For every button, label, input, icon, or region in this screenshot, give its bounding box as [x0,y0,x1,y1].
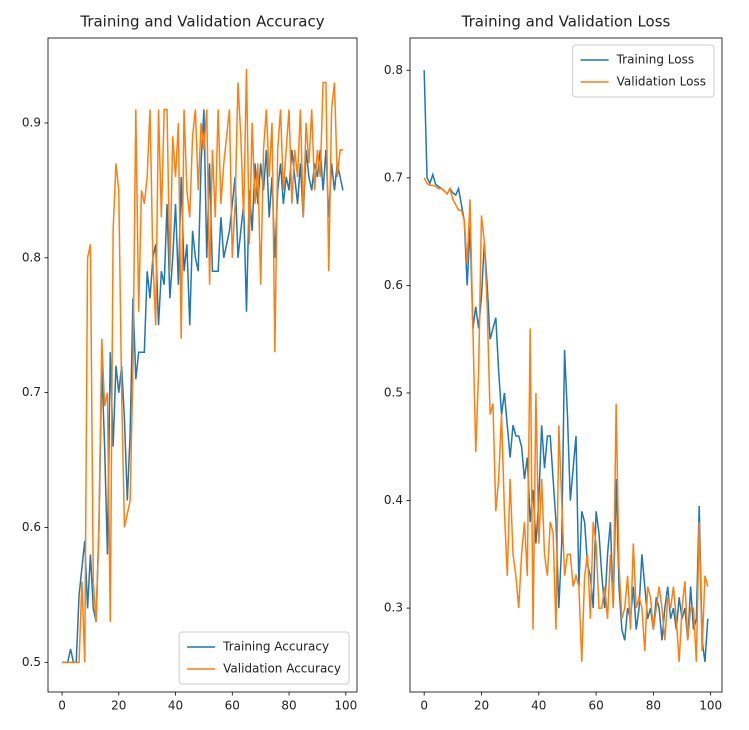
x-tick-label: 80 [646,699,661,713]
y-tick-label: 0.7 [384,170,403,184]
x-tick-label: 0 [420,699,428,713]
y-tick-label: 0.5 [22,655,41,669]
series-line [62,68,343,664]
axes-frame [47,37,358,693]
legend-label: Validation Accuracy [223,662,341,676]
series-line [423,70,709,662]
y-tick-label: 0.6 [22,520,41,534]
y-tick-label: 0.8 [384,63,403,77]
chart-title: Training and Validation Accuracy [79,13,324,31]
legend-frame [178,631,350,685]
y-tick-label: 0.8 [22,250,41,264]
legend-frame [572,44,715,98]
x-tick-label: 60 [225,699,240,713]
axes-frame [409,37,723,693]
subplot: Training and Validation Accuracy 0.5 0.6 0.… [22,13,358,713]
chart-title: Training and Validation Loss [461,13,671,31]
series-line [423,177,709,662]
legend: Training Accuracy Validation Accuracy [178,631,350,685]
x-tick-label: 0 [58,699,66,713]
legend-label: Training Loss [616,53,694,67]
x-tick-label: 40 [531,699,546,713]
x-tick-label: 40 [168,699,183,713]
x-tick-label: 100 [699,699,722,713]
legend: Training Loss Validation Loss [572,44,715,98]
y-tick-label: 0.4 [384,493,403,507]
x-tick-label: 80 [281,699,296,713]
x-tick-label: 20 [111,699,126,713]
y-tick-label: 0.5 [384,385,403,399]
x-tick-label: 20 [474,699,489,713]
x-tick-label: 60 [588,699,603,713]
y-tick-label: 0.6 [384,278,403,292]
y-tick-label: 0.7 [22,385,41,399]
y-tick-label: 0.9 [22,115,41,129]
legend-label: Training Accuracy [222,640,329,654]
y-tick-label: 0.3 [384,601,403,615]
legend-label: Validation Loss [617,75,706,89]
x-tick-label: 100 [334,699,357,713]
subplot: Training and Validation Loss 0.3 0.4 0.5 0.6… [384,13,723,713]
